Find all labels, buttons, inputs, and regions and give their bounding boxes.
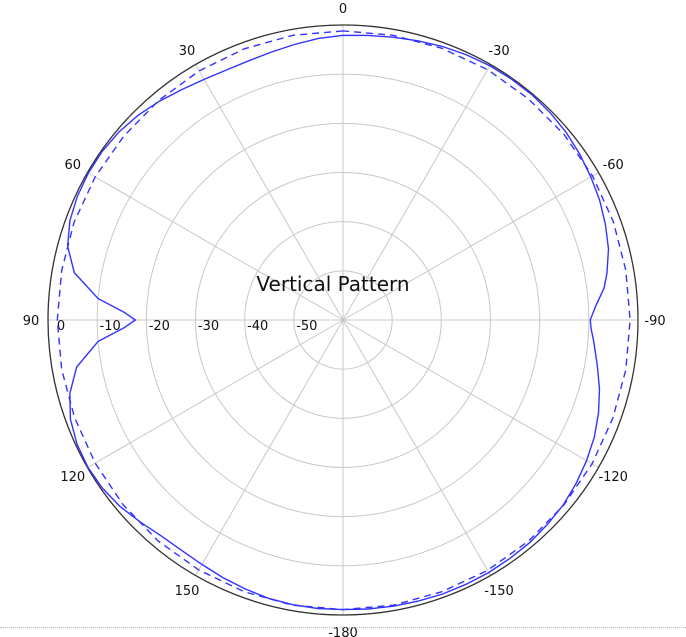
angle-tick-label: -150	[484, 584, 514, 599]
angle-tick-label: -180	[328, 626, 358, 637]
grid-spoke	[195, 319, 344, 576]
grid-spoke	[195, 64, 344, 321]
grid-spoke	[342, 172, 599, 321]
radial-tick-label: -40	[247, 319, 268, 334]
grid-spoke	[342, 319, 491, 576]
radial-tick-label: -50	[296, 319, 317, 334]
angle-tick-label: 0	[339, 2, 347, 17]
angle-tick-label: 90	[23, 314, 40, 329]
radial-tick-label: 0	[57, 319, 65, 334]
radial-tick-label: -30	[198, 319, 219, 334]
angle-tick-label: -90	[644, 314, 665, 329]
angle-tick-labels: 0 30 60 90 120 150 -180 -150 -120 -90 -60 -30	[23, 2, 666, 637]
grid-spoke	[342, 319, 599, 468]
radial-tick-label: -20	[149, 319, 170, 334]
angle-tick-label: -60	[603, 158, 624, 173]
angle-tick-label: -120	[598, 470, 628, 485]
angle-tick-label: 120	[60, 470, 85, 485]
outer-boundary	[47, 24, 639, 616]
radial-tick-label: -10	[100, 319, 121, 334]
angle-tick-label: 150	[175, 584, 200, 599]
angle-tick-label: -30	[488, 44, 509, 59]
grid-spoke	[87, 319, 344, 468]
angle-tick-label: 60	[65, 158, 82, 173]
dashed-series-line	[56, 30, 631, 611]
radial-tick-labels: 0 -10 -20 -30 -40 -50	[57, 319, 318, 334]
angular-grid	[48, 25, 638, 615]
angle-tick-label: 30	[179, 44, 196, 59]
chart-title: Vertical Pattern	[256, 272, 409, 296]
grid-spoke	[87, 172, 344, 321]
grid-spoke	[342, 64, 491, 321]
pattern-series	[56, 30, 631, 611]
bottom-divider	[0, 627, 686, 628]
